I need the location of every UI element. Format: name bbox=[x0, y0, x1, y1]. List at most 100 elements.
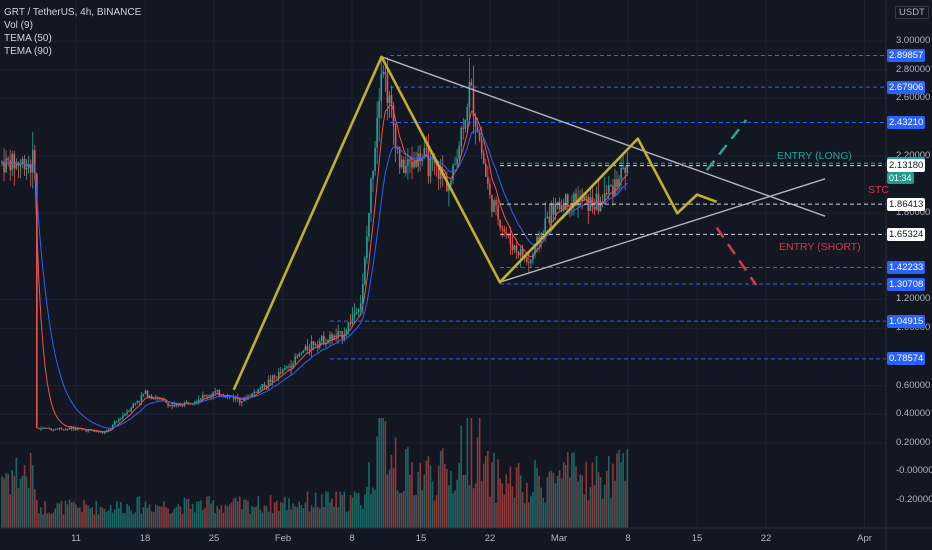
indicator-vol[interactable]: Vol (9) bbox=[4, 20, 33, 31]
candle-body bbox=[300, 353, 303, 355]
level-badge: 0.78574 bbox=[887, 352, 926, 366]
volume-bar bbox=[3, 478, 5, 528]
volume-bar bbox=[249, 513, 251, 528]
volume-bar bbox=[335, 491, 337, 528]
candle-body bbox=[357, 308, 360, 313]
indicator-tema-50[interactable]: TEMA (50) bbox=[4, 33, 52, 44]
candle-body bbox=[261, 384, 264, 389]
volume-bar bbox=[185, 499, 188, 528]
volume-bar bbox=[603, 484, 606, 528]
volume-bar bbox=[374, 489, 376, 528]
volume-bar bbox=[255, 506, 257, 528]
candle-body bbox=[581, 198, 583, 201]
volume-bar bbox=[36, 499, 38, 528]
candle-body bbox=[44, 428, 46, 430]
volume-bar bbox=[124, 513, 126, 528]
volume-bar bbox=[245, 499, 247, 528]
volume-bar bbox=[58, 503, 61, 528]
candle-body bbox=[302, 350, 305, 354]
time-tick-label: 15 bbox=[691, 533, 703, 544]
candle-body bbox=[124, 413, 126, 416]
candle-body bbox=[97, 431, 100, 433]
level-badge: 2.89857 bbox=[887, 49, 926, 63]
symbol-title[interactable]: GRT / TetherUS, 4h, BINANCE bbox=[4, 7, 142, 18]
volume-bar bbox=[585, 461, 588, 528]
volume-bar bbox=[448, 485, 450, 528]
volume-bar bbox=[564, 464, 567, 528]
volume-bar bbox=[64, 500, 67, 528]
candle-body bbox=[618, 178, 620, 187]
candle-body bbox=[601, 201, 604, 205]
level-badge: 1.86413 bbox=[887, 197, 926, 211]
volume-bar bbox=[511, 486, 514, 528]
candle-body bbox=[427, 148, 430, 177]
volume-bar bbox=[169, 513, 171, 528]
indicator-tema-90[interactable]: TEMA (90) bbox=[4, 46, 52, 57]
time-tick-label: 25 bbox=[208, 533, 220, 544]
volume-bar bbox=[618, 449, 620, 528]
volume-bar bbox=[599, 477, 602, 528]
candle-body bbox=[138, 400, 141, 402]
volume-bar bbox=[351, 497, 354, 528]
volume-bar bbox=[286, 509, 288, 528]
level-badge: 1.42233 bbox=[887, 261, 926, 274]
volume-bar bbox=[296, 507, 298, 528]
volume-bar bbox=[275, 500, 278, 528]
candle-body bbox=[198, 399, 200, 402]
candle-body bbox=[419, 153, 421, 162]
candle-body bbox=[7, 158, 9, 161]
candle-body bbox=[351, 315, 354, 324]
candle-body bbox=[485, 163, 487, 177]
candle-body bbox=[236, 397, 239, 400]
volume-bar bbox=[380, 418, 383, 528]
volume-bar bbox=[9, 494, 11, 528]
candle-body bbox=[593, 207, 596, 210]
price-tick-label: 1.20000 bbox=[896, 293, 931, 305]
candle-body bbox=[29, 164, 32, 173]
volume-bar bbox=[441, 448, 444, 528]
candle-body bbox=[476, 127, 479, 133]
volume-bar bbox=[392, 467, 395, 528]
volume-bar bbox=[152, 512, 155, 528]
price-tick-label: 2.60000 bbox=[896, 92, 931, 104]
volume-bar bbox=[427, 456, 430, 528]
candle-body bbox=[532, 254, 534, 260]
level-badge: 2.13180 bbox=[887, 159, 926, 173]
candle-body bbox=[306, 346, 309, 350]
price-tick-label: 0.20000 bbox=[896, 437, 931, 448]
volume-bar bbox=[339, 491, 342, 528]
candle-body bbox=[34, 150, 36, 174]
volume-bar bbox=[610, 498, 612, 528]
volume-bar bbox=[175, 507, 178, 528]
candle-body bbox=[284, 368, 286, 370]
candle-body bbox=[321, 335, 323, 341]
volume-bar bbox=[601, 498, 604, 528]
candle-body bbox=[528, 262, 530, 264]
volume-bar bbox=[290, 509, 292, 528]
candle-body bbox=[214, 391, 216, 393]
candle-body bbox=[210, 395, 212, 397]
volume-bar bbox=[329, 502, 331, 528]
candle-body bbox=[454, 164, 456, 166]
volume-bar bbox=[558, 470, 561, 528]
volume-bar bbox=[183, 497, 186, 528]
candle-body bbox=[573, 193, 575, 203]
volume-bar bbox=[417, 471, 419, 528]
volume-bar bbox=[372, 487, 374, 528]
volume-bar bbox=[517, 463, 520, 528]
volume-bar bbox=[546, 477, 549, 528]
candle-body bbox=[40, 428, 42, 430]
volume-bar bbox=[218, 509, 221, 528]
volume-bar bbox=[595, 455, 598, 528]
candle-body bbox=[314, 344, 317, 346]
candle-body bbox=[605, 192, 608, 194]
candle-body bbox=[280, 372, 282, 374]
volume-bar bbox=[31, 465, 34, 528]
volume-bar bbox=[232, 498, 235, 528]
currency-unit-label[interactable]: USDT bbox=[895, 6, 929, 19]
candle-body bbox=[349, 322, 352, 324]
candle-body bbox=[185, 401, 188, 403]
stop-label: STC bbox=[868, 184, 889, 196]
volume-bar bbox=[526, 482, 528, 528]
